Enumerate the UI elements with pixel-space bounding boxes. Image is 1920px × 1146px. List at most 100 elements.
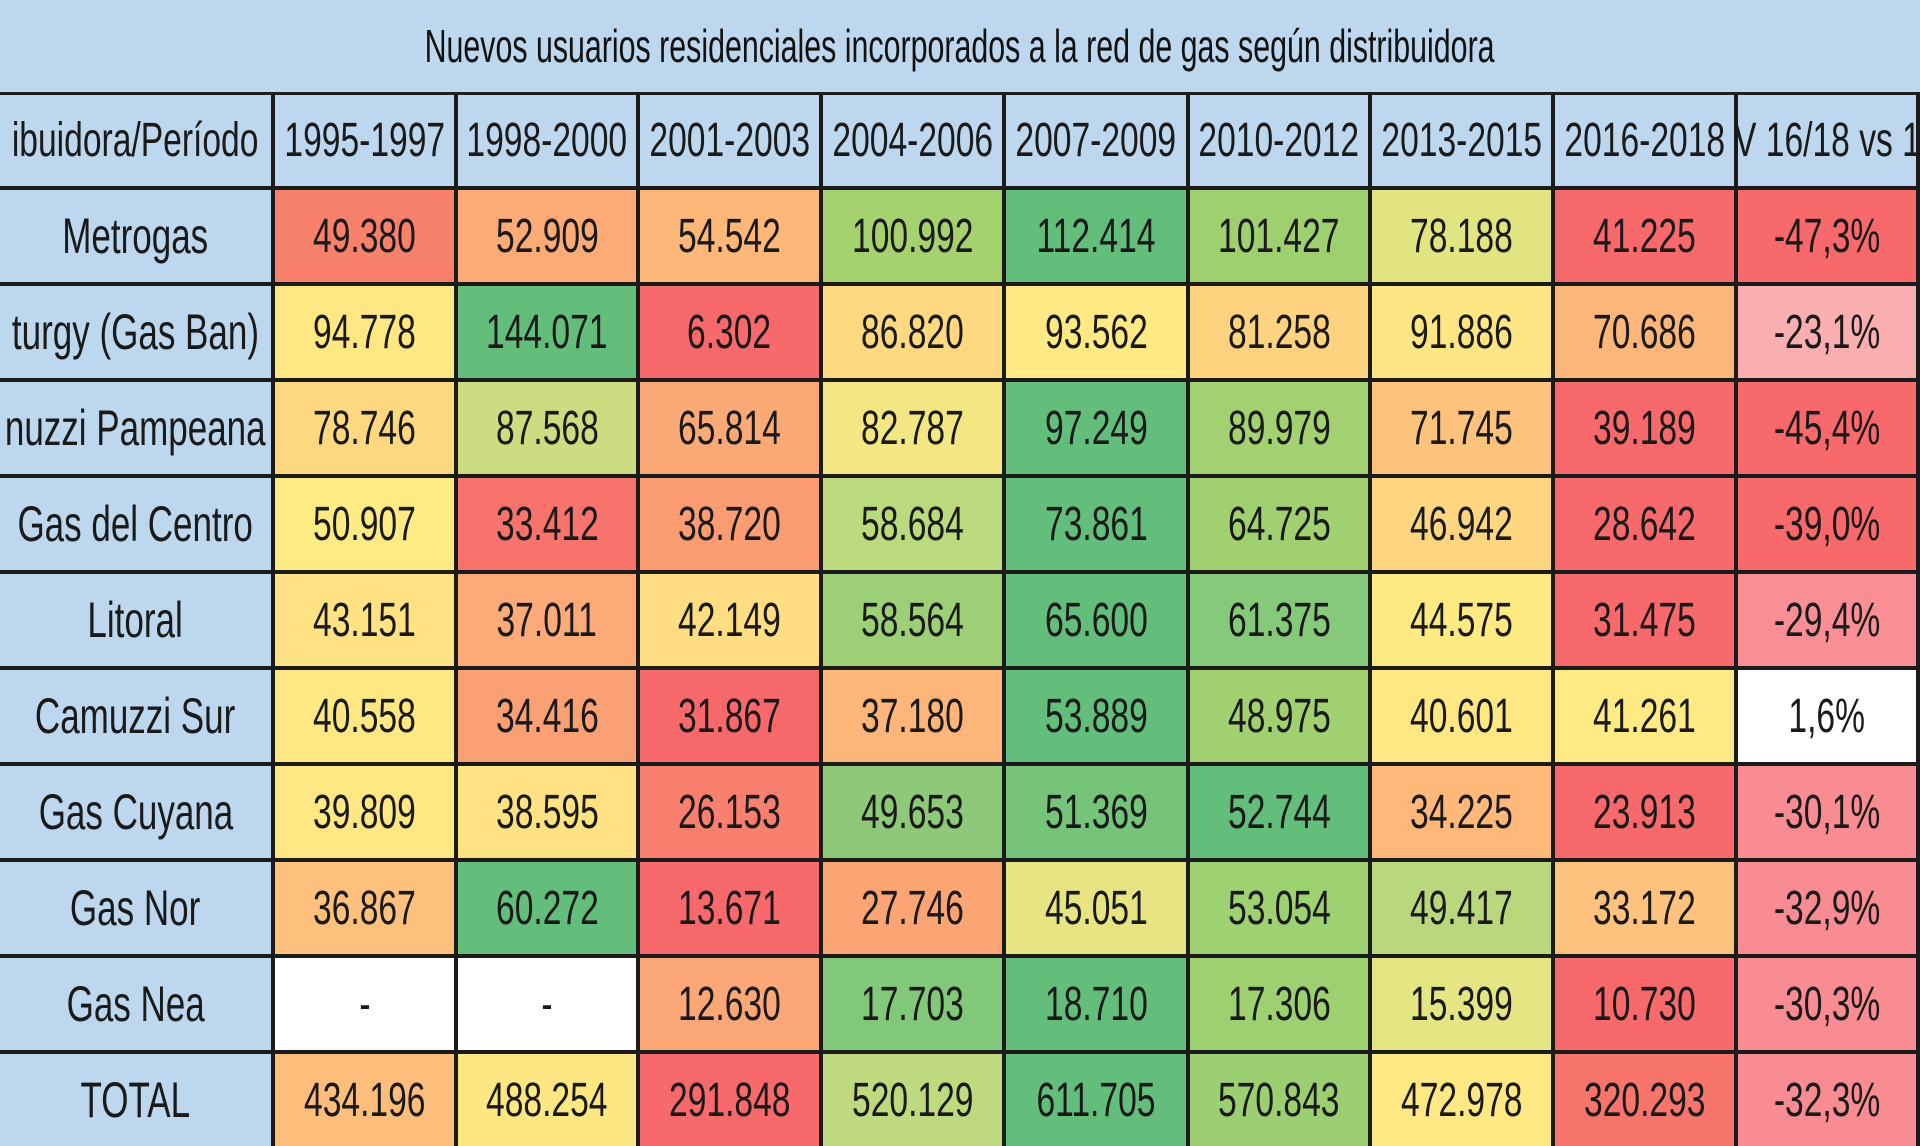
table-cell: -32,9%: [1738, 862, 1920, 958]
table-cell: 13.671: [640, 862, 823, 958]
table-cell-text: -30,3%: [1773, 977, 1881, 1031]
table-cell-text: 65.600: [1044, 593, 1148, 647]
table-cell-text: 82.787: [861, 401, 964, 455]
table-cell: 51.369: [1006, 766, 1190, 862]
table-cell: 45.051: [1006, 862, 1190, 958]
table-cell: 472.978: [1372, 1054, 1555, 1146]
table-cell: 1,6%: [1738, 670, 1920, 766]
column-header-text: 1998-2000: [466, 114, 628, 167]
table-cell-text: 45.051: [1044, 881, 1148, 935]
row-label-text: nuzzi Pampeana: [5, 400, 266, 456]
column-header-text: 2013-2015: [1381, 114, 1542, 167]
table-cell-text: 73.861: [1044, 497, 1148, 551]
table-cell: 58.684: [823, 478, 1006, 574]
table-cell-text: 434.196: [303, 1073, 426, 1127]
table-cell-text: 12.630: [678, 977, 781, 1031]
table-cell: 87.568: [458, 382, 640, 478]
table-cell-text: 472.978: [1400, 1073, 1523, 1127]
row-label: Gas Nea: [0, 958, 275, 1054]
table-cell-text: -39,0%: [1773, 497, 1881, 551]
table-cell-text: 41.261: [1593, 689, 1696, 743]
table-cell: 101.427: [1190, 190, 1372, 286]
row-label: Litoral: [0, 574, 275, 670]
table-cell-text: -29,4%: [1773, 593, 1881, 647]
table-cell-text: 101.427: [1218, 209, 1340, 263]
table-cell: 520.129: [823, 1054, 1006, 1146]
table-cell-text: 33.172: [1593, 881, 1696, 935]
table-cell-text: 36.867: [313, 881, 416, 935]
table-cell: 43.151: [275, 574, 458, 670]
table-cell: 38.720: [640, 478, 823, 574]
table-cell: 39.189: [1555, 382, 1738, 478]
table-cell: 41.261: [1555, 670, 1738, 766]
table-cell-text: 89.979: [1227, 401, 1331, 455]
table-cell-text: -23,1%: [1773, 305, 1881, 359]
column-header: 2016-2018: [1555, 95, 1738, 190]
table-cell-text: 13.671: [678, 881, 781, 935]
column-header: V 16/18 vs 1: [1738, 95, 1920, 190]
table-cell: 58.564: [823, 574, 1006, 670]
row-label-text: Gas Cuyana: [38, 784, 233, 840]
table-cell-text: -47,3%: [1773, 209, 1881, 263]
table-cell: -23,1%: [1738, 286, 1920, 382]
table-cell: 53.889: [1006, 670, 1190, 766]
table-cell: 46.942: [1372, 478, 1555, 574]
column-header: 2007-2009: [1006, 95, 1190, 190]
column-header-text: V 16/18 vs 1: [1738, 114, 1920, 167]
table-cell: 78.746: [275, 382, 458, 478]
table-cell: 27.746: [823, 862, 1006, 958]
row-label-text: Metrogas: [62, 208, 209, 264]
column-header: 2013-2015: [1372, 95, 1555, 190]
table-cell: 434.196: [275, 1054, 458, 1146]
table-cell-text: 39.189: [1593, 401, 1696, 455]
table-cell-text: 37.180: [861, 689, 964, 743]
row-label-text: Gas del Centro: [17, 496, 254, 552]
table-cell: 17.703: [823, 958, 1006, 1054]
table-cell: 94.778: [275, 286, 458, 382]
row-label: TOTAL: [0, 1054, 275, 1146]
table-cell-text: 78.746: [313, 401, 416, 455]
table-cell: 49.653: [823, 766, 1006, 862]
table-cell-text: 87.568: [495, 401, 599, 455]
table-cell-text: 31.867: [678, 689, 781, 743]
table-cell: 36.867: [275, 862, 458, 958]
table-cell-text: 18.710: [1044, 977, 1148, 1031]
column-header: 1998-2000: [458, 95, 640, 190]
table-cell: 112.414: [1006, 190, 1190, 286]
row-label: Gas Cuyana: [0, 766, 275, 862]
table-cell: -45,4%: [1738, 382, 1920, 478]
table-cell-text: 34.225: [1410, 785, 1513, 839]
table-cell-text: 570.843: [1218, 1073, 1340, 1127]
table-cell: -: [458, 958, 640, 1054]
table-cell: 37.180: [823, 670, 1006, 766]
table-cell: 82.787: [823, 382, 1006, 478]
table-cell-text: 52.744: [1227, 785, 1331, 839]
table-cell-text: 320.293: [1583, 1073, 1706, 1127]
table-cell-text: 54.542: [678, 209, 781, 263]
table-cell-text: 112.414: [1036, 209, 1156, 263]
row-label-text: turgy (Gas Ban): [11, 304, 260, 360]
row-label: nuzzi Pampeana: [0, 382, 275, 478]
table-cell: 44.575: [1372, 574, 1555, 670]
table-title-bar: Nuevos usuarios residenciales incorporad…: [0, 0, 1920, 95]
table-cell: 570.843: [1190, 1054, 1372, 1146]
table-cell-text: 488.254: [486, 1073, 608, 1127]
table-cell-text: 17.306: [1227, 977, 1331, 1031]
table-cell: 26.153: [640, 766, 823, 862]
table-cell: 38.595: [458, 766, 640, 862]
table-cell: 41.225: [1555, 190, 1738, 286]
table-cell: 100.992: [823, 190, 1006, 286]
table-cell-text: 65.814: [678, 401, 781, 455]
table-cell-text: 71.745: [1410, 401, 1513, 455]
table-cell: 49.380: [275, 190, 458, 286]
table-cell: 488.254: [458, 1054, 640, 1146]
table-cell: 611.705: [1006, 1054, 1190, 1146]
table-cell-text: 48.975: [1227, 689, 1331, 743]
table-cell-text: 40.601: [1410, 689, 1513, 743]
column-header-text: 2016-2018: [1564, 114, 1725, 167]
row-label: Metrogas: [0, 190, 275, 286]
row-label: turgy (Gas Ban): [0, 286, 275, 382]
table-cell: 34.416: [458, 670, 640, 766]
row-label-text: Litoral: [87, 592, 184, 648]
table-cell-text: 26.153: [678, 785, 781, 839]
